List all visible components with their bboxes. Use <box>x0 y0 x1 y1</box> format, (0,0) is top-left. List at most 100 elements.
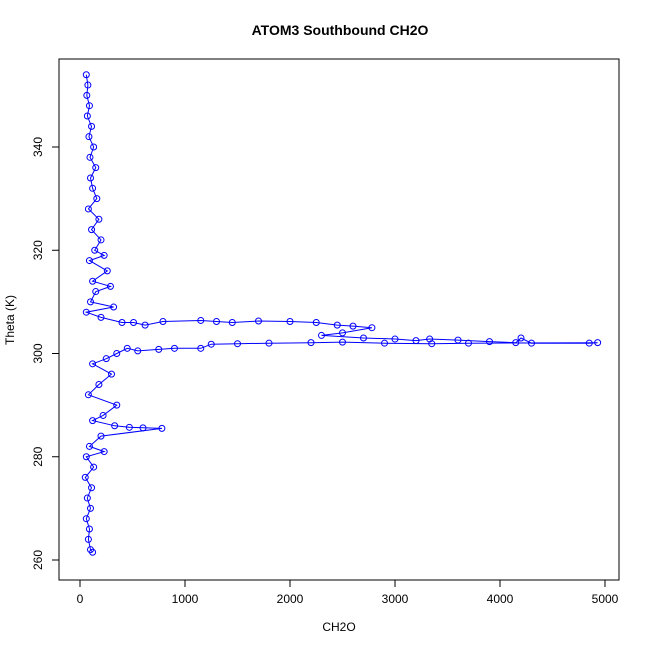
data-point <box>90 463 98 471</box>
data-point <box>158 424 166 432</box>
data-point <box>113 350 121 357</box>
data-point <box>88 484 96 492</box>
x-axis: 0 1000 2000 3000 4000 5000 <box>77 579 619 606</box>
data-point <box>312 319 320 327</box>
data-point <box>512 339 520 347</box>
data-point <box>286 317 294 325</box>
data-point <box>92 288 100 296</box>
data-point <box>339 338 346 346</box>
data-point <box>97 236 105 244</box>
data-point <box>85 257 93 265</box>
data-point <box>87 504 94 512</box>
data-point <box>89 417 97 425</box>
data-point <box>83 91 91 99</box>
x-axis-label: CH2O <box>322 620 355 634</box>
data-point <box>82 71 90 79</box>
data-point <box>85 442 93 450</box>
data-point <box>87 298 94 306</box>
data-point <box>528 339 535 347</box>
data-point <box>85 133 93 141</box>
data-point <box>125 423 133 431</box>
data-point <box>95 215 103 223</box>
data-point <box>100 251 108 259</box>
data-point <box>228 319 236 327</box>
data-point <box>97 432 105 440</box>
data-point <box>82 515 90 523</box>
data-point <box>83 494 91 502</box>
data-point <box>95 380 103 388</box>
data-point <box>84 391 92 399</box>
data-point <box>159 317 167 325</box>
data-point <box>99 411 107 419</box>
data-point <box>85 525 93 533</box>
data-point <box>213 317 220 325</box>
data-point <box>113 401 121 409</box>
x-tick-label: 5000 <box>592 592 619 606</box>
data-point <box>207 340 215 348</box>
data-point <box>81 473 89 481</box>
data-point <box>103 267 111 275</box>
data-point <box>87 174 94 182</box>
data-point <box>123 344 131 352</box>
data-point <box>307 339 315 347</box>
data-point <box>130 319 138 327</box>
x-tick-label: 0 <box>77 592 84 606</box>
data-point <box>110 303 118 311</box>
y-tick-label: 340 <box>31 137 45 157</box>
data-point <box>84 535 92 543</box>
data-point <box>318 331 325 339</box>
data-point <box>86 153 94 161</box>
data-point <box>155 345 163 353</box>
data-point <box>412 337 420 345</box>
data-point <box>454 336 462 344</box>
data-point <box>100 448 108 456</box>
data-point <box>333 321 341 329</box>
data-point <box>139 424 147 432</box>
data-point <box>255 317 262 325</box>
data-point <box>234 340 241 348</box>
data-point <box>585 339 593 347</box>
data-point <box>486 338 493 346</box>
data-point <box>141 321 149 329</box>
data-point <box>90 143 98 151</box>
plot-frame <box>58 58 620 581</box>
data-point <box>84 81 92 89</box>
data-point <box>89 277 97 285</box>
data-point <box>93 195 101 203</box>
data-point <box>339 329 346 337</box>
data-point <box>517 334 525 342</box>
data-point <box>197 344 205 352</box>
data-point <box>428 340 436 348</box>
data-point <box>108 370 115 378</box>
data-points <box>81 71 602 556</box>
data-point <box>265 339 273 347</box>
data-point <box>97 313 105 321</box>
data-point <box>91 246 99 254</box>
data-point <box>391 335 399 343</box>
data-point <box>89 548 97 556</box>
data-point <box>594 339 602 347</box>
data-point <box>85 102 93 110</box>
x-tick-label: 4000 <box>487 592 514 606</box>
data-point <box>88 122 96 130</box>
data-point <box>88 226 96 234</box>
data-point <box>360 334 367 342</box>
x-tick-label: 1000 <box>172 592 199 606</box>
data-point <box>92 164 100 172</box>
data-point <box>102 355 110 363</box>
data-point <box>465 339 472 347</box>
data-point <box>89 360 97 368</box>
data-point <box>111 422 119 430</box>
data-point <box>197 316 205 324</box>
data-point <box>106 282 114 290</box>
data-point <box>118 319 126 327</box>
y-axis: 260 280 300 320 340 <box>31 137 60 570</box>
x-tick-label: 2000 <box>277 592 304 606</box>
chart-title: ATOM3 Southbound CH2O <box>252 22 429 38</box>
data-point <box>84 205 92 213</box>
data-point <box>82 453 90 461</box>
y-tick-label: 280 <box>31 446 45 466</box>
y-tick-label: 320 <box>31 240 45 260</box>
data-point <box>134 347 142 355</box>
